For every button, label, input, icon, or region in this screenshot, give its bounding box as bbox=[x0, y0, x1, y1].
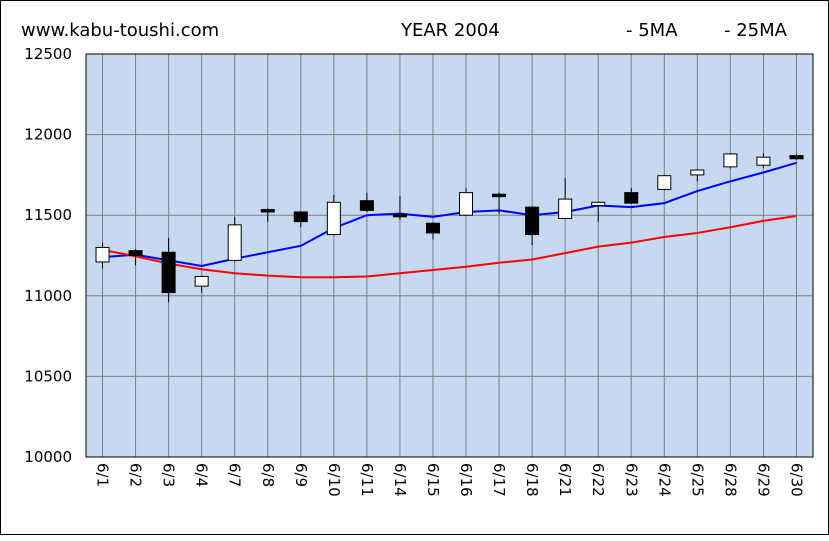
candle-6/2 bbox=[128, 249, 143, 266]
x-tick-label: 6/24 bbox=[655, 463, 673, 497]
candle-body bbox=[392, 213, 407, 218]
y-tick-label: 11500 bbox=[24, 206, 72, 224]
candle-body bbox=[723, 153, 738, 168]
x-tick-label: 6/28 bbox=[721, 463, 739, 497]
y-tick-label: 10000 bbox=[24, 448, 72, 466]
candle-6/11 bbox=[359, 192, 374, 212]
candle-6/16 bbox=[459, 187, 474, 217]
legend-25ma: - 25MA bbox=[724, 20, 788, 41]
x-tick-label: 6/16 bbox=[457, 463, 475, 497]
candle-body bbox=[260, 209, 275, 213]
candle-body bbox=[558, 198, 573, 219]
candle-6/3 bbox=[161, 237, 176, 303]
legend-5ma: - 5MA bbox=[626, 20, 678, 41]
site-url: www.kabu-toushi.com bbox=[21, 20, 219, 41]
x-tick-label: 6/21 bbox=[556, 463, 574, 497]
candle-6/24 bbox=[657, 174, 672, 191]
candle-body bbox=[359, 200, 374, 211]
candle-6/21 bbox=[558, 178, 573, 220]
candle-6/15 bbox=[425, 222, 440, 240]
candle-body bbox=[756, 156, 771, 166]
x-tick-label: 6/22 bbox=[589, 463, 607, 497]
candle-6/22 bbox=[591, 201, 606, 222]
candle-body bbox=[657, 175, 672, 190]
x-tick-label: 6/9 bbox=[292, 463, 310, 487]
y-tick-label: 10500 bbox=[24, 367, 72, 385]
x-tick-label: 6/29 bbox=[754, 463, 772, 497]
y-axis: 10000 10500 11000 11500 12000 12500 bbox=[24, 45, 72, 466]
candle-body bbox=[161, 251, 176, 294]
candle-6/25 bbox=[690, 169, 705, 182]
x-tick-label: 6/17 bbox=[490, 463, 508, 497]
candle-body bbox=[459, 192, 474, 216]
plot-border bbox=[85, 53, 814, 458]
x-axis: 6/1 6/2 6/3 6/4 6/7 6/8 6/9 6/10 6/11 6/14 6/15 6/1… bbox=[94, 463, 806, 497]
candle-6/18 bbox=[525, 206, 540, 246]
candle-6/4 bbox=[194, 275, 209, 293]
line-5ma bbox=[102, 161, 797, 267]
candle-body bbox=[789, 155, 804, 160]
candle-6/28 bbox=[723, 153, 738, 169]
candle-6/7 bbox=[227, 216, 242, 262]
candles bbox=[95, 153, 804, 303]
line-25ma bbox=[102, 215, 797, 279]
candle-6/9 bbox=[293, 211, 308, 228]
candle-6/8 bbox=[260, 207, 275, 222]
candle-body bbox=[326, 201, 341, 236]
x-tick-label: 6/30 bbox=[787, 463, 805, 497]
x-tick-label: 6/2 bbox=[127, 463, 145, 487]
candle-body bbox=[95, 246, 110, 263]
x-tick-label: 6/8 bbox=[259, 463, 277, 487]
candle-body bbox=[293, 211, 308, 223]
candle-6/23 bbox=[624, 187, 639, 204]
y-tick-label: 11000 bbox=[24, 287, 72, 305]
x-tick-label: 6/23 bbox=[622, 463, 640, 497]
x-tick-label: 6/3 bbox=[160, 463, 178, 487]
plot-area bbox=[86, 54, 813, 457]
y-tick-label: 12000 bbox=[24, 126, 72, 144]
x-tick-label: 6/4 bbox=[193, 463, 211, 487]
x-tick-label: 6/10 bbox=[325, 463, 343, 497]
chart-title: YEAR 2004 bbox=[400, 20, 500, 41]
candle-6/29 bbox=[756, 153, 771, 168]
candle-body bbox=[492, 193, 507, 198]
candle-6/10 bbox=[326, 195, 341, 236]
y-tick-label: 12500 bbox=[24, 45, 72, 63]
moving-average-lines bbox=[102, 161, 797, 279]
candle-body bbox=[624, 192, 639, 204]
candle-body bbox=[227, 224, 242, 261]
candle-6/1 bbox=[95, 242, 110, 269]
x-tick-label: 6/11 bbox=[358, 463, 376, 497]
x-tick-label: 6/25 bbox=[688, 463, 706, 497]
candle-body bbox=[194, 275, 209, 287]
x-tick-label: 6/18 bbox=[523, 463, 541, 497]
candle-6/30 bbox=[789, 153, 804, 160]
candle-body bbox=[690, 169, 705, 176]
candle-body bbox=[591, 201, 606, 207]
x-tick-label: 6/7 bbox=[226, 463, 244, 487]
x-tick-label: 6/14 bbox=[391, 463, 409, 497]
candle-6/17 bbox=[492, 192, 507, 214]
candle-body bbox=[128, 250, 143, 257]
x-tick-label: 6/15 bbox=[424, 463, 442, 497]
candle-body bbox=[525, 206, 540, 236]
candle-body bbox=[425, 222, 440, 234]
x-tick-label: 6/1 bbox=[94, 463, 112, 487]
candle-6/14 bbox=[392, 195, 407, 221]
